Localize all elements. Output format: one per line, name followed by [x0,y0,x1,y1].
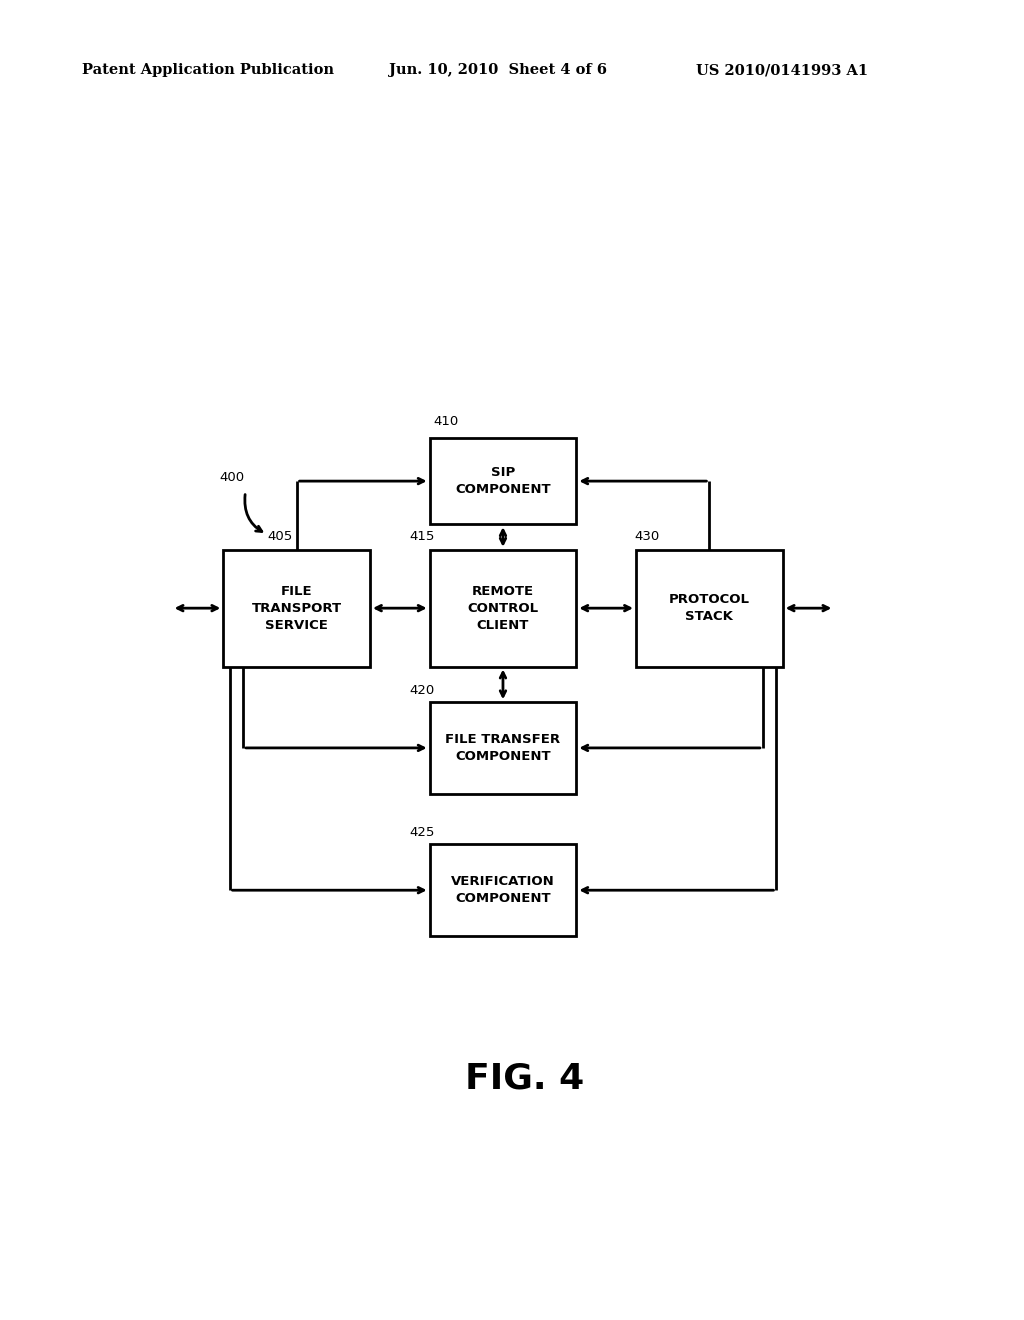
Bar [430,549,577,667]
Text: 430: 430 [634,529,659,543]
Text: 425: 425 [410,826,435,840]
Text: 415: 415 [410,529,435,543]
Text: SIP
COMPONENT: SIP COMPONENT [455,466,551,496]
Bar [430,438,577,524]
FancyArrowPatch shape [788,606,828,611]
Text: US 2010/0141993 A1: US 2010/0141993 A1 [696,63,868,78]
Text: FILE
TRANSPORT
SERVICE: FILE TRANSPORT SERVICE [252,585,342,632]
Text: FILE TRANSFER
COMPONENT: FILE TRANSFER COMPONENT [445,733,560,763]
Text: 405: 405 [267,529,292,543]
FancyArrowPatch shape [246,744,424,751]
Text: VERIFICATION
COMPONENT: VERIFICATION COMPONENT [452,875,555,906]
Text: Patent Application Publication: Patent Application Publication [82,63,334,78]
Text: 410: 410 [433,414,459,428]
Text: 420: 420 [410,684,435,697]
FancyArrowPatch shape [177,606,217,611]
FancyArrowPatch shape [299,478,424,484]
FancyArrowPatch shape [583,478,707,484]
FancyArrowPatch shape [500,672,506,696]
FancyArrowPatch shape [245,495,262,532]
FancyArrowPatch shape [583,606,630,611]
Text: FIG. 4: FIG. 4 [465,1061,585,1096]
Text: 400: 400 [219,471,245,483]
FancyArrowPatch shape [583,887,773,894]
FancyArrowPatch shape [500,531,506,544]
Text: Jun. 10, 2010  Sheet 4 of 6: Jun. 10, 2010 Sheet 4 of 6 [389,63,607,78]
Bar [430,702,577,793]
Bar [430,845,577,936]
Bar [636,549,782,667]
Text: PROTOCOL
STACK: PROTOCOL STACK [669,593,750,623]
Bar [223,549,370,667]
Text: REMOTE
CONTROL
CLIENT: REMOTE CONTROL CLIENT [467,585,539,632]
FancyArrowPatch shape [376,606,424,611]
FancyArrowPatch shape [583,744,760,751]
FancyArrowPatch shape [232,887,424,894]
